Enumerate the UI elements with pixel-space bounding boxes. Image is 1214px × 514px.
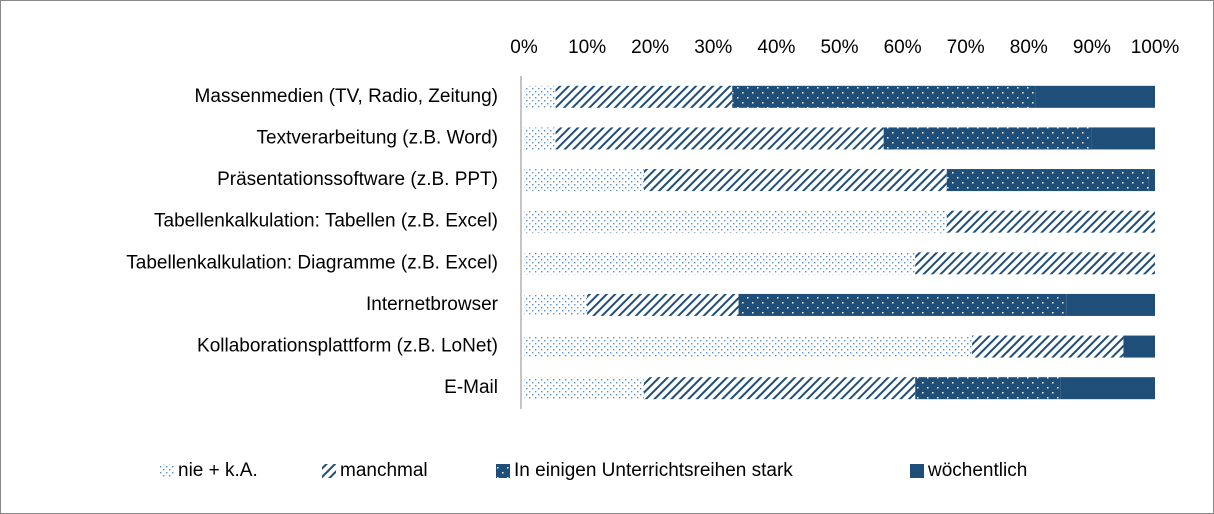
legend-label: manchmal <box>340 460 428 481</box>
bar-segment <box>524 127 556 150</box>
bar-segment <box>555 85 733 108</box>
bar-segment <box>1123 335 1155 358</box>
bar-segment <box>524 377 644 400</box>
x-tick-label: 40% <box>757 37 795 58</box>
legend-label: In einigen Unterrichtsreihen stark <box>514 460 793 481</box>
bar-segment <box>524 252 916 275</box>
legend-swatch <box>160 464 174 478</box>
bar-segment <box>524 210 947 233</box>
bar-segment <box>732 85 1036 108</box>
y-tick-label: Tabellenkalkulation: Tabellen (z.B. Exce… <box>154 211 498 232</box>
bar-segment <box>1035 85 1155 108</box>
bar-segment <box>1060 377 1155 400</box>
bar-segment <box>972 335 1124 358</box>
x-tick-label: 30% <box>694 37 732 58</box>
bar-segment <box>524 169 644 192</box>
bar-segment <box>915 252 1155 275</box>
x-tick-label: 80% <box>1010 37 1048 58</box>
x-tick-label: 10% <box>568 37 606 58</box>
legend-swatch <box>910 464 924 478</box>
bar-segment <box>643 377 916 400</box>
x-tick-label: 100% <box>1131 37 1180 58</box>
x-tick-label: 50% <box>820 37 858 58</box>
legend-swatch <box>496 464 510 478</box>
bar-segment <box>643 169 947 192</box>
y-tick-label: Kollaborationsplattform (z.B. LoNet) <box>197 336 498 357</box>
legend-label: nie + k.A. <box>178 460 258 481</box>
bar-segment <box>587 293 739 316</box>
x-tick-label: 20% <box>631 37 669 58</box>
bar-segment <box>1148 169 1155 192</box>
x-tick-label: 0% <box>510 37 538 58</box>
bar-segment <box>1091 127 1155 150</box>
x-tick-label: 90% <box>1073 37 1111 58</box>
bar-segment <box>524 293 588 316</box>
legend-label: wöchentlich <box>927 460 1027 481</box>
x-tick-label: 60% <box>884 37 922 58</box>
bar-segment <box>555 127 884 150</box>
bar-segment <box>524 85 556 108</box>
y-tick-label: Massenmedien (TV, Radio, Zeitung) <box>195 86 498 107</box>
bar-segment <box>915 377 1061 400</box>
x-tick-label: 70% <box>947 37 985 58</box>
bar-segment <box>946 210 1155 233</box>
bar-segment <box>738 293 1067 316</box>
bar-segment <box>524 335 973 358</box>
y-tick-label: E-Mail <box>444 377 498 398</box>
bar-segment <box>883 127 1092 150</box>
y-tick-label: Textverarbeitung (z.B. Word) <box>257 127 498 148</box>
legend-swatch <box>322 464 336 478</box>
bar-segment <box>946 169 1149 192</box>
y-tick-label: Internetbrowser <box>366 294 499 315</box>
y-tick-label: Präsentationssoftware (z.B. PPT) <box>217 169 498 190</box>
y-tick-label: Tabellenkalkulation: Diagramme (z.B. Exc… <box>126 252 498 273</box>
bar-segment <box>1066 293 1155 316</box>
